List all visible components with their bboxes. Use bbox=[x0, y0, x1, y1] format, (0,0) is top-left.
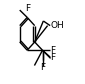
Text: F: F bbox=[40, 63, 45, 72]
Text: F: F bbox=[51, 53, 56, 62]
Text: OH: OH bbox=[51, 21, 64, 30]
Text: F: F bbox=[25, 4, 30, 13]
Text: F: F bbox=[51, 46, 56, 55]
